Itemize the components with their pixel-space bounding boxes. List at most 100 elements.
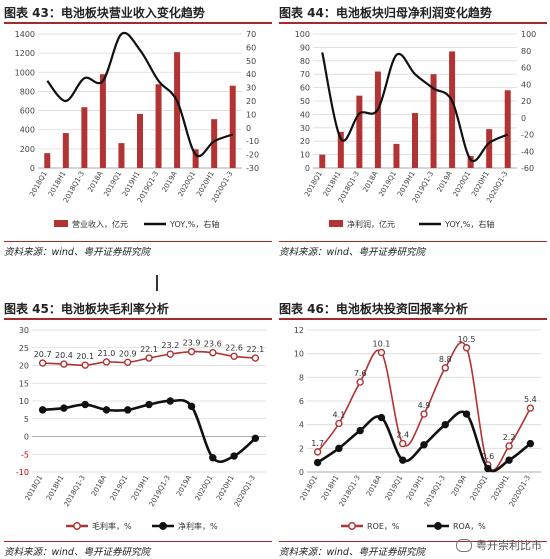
x-tick-label: 2019Q1 [384, 474, 405, 502]
text-cursor [156, 275, 158, 291]
title-rule [279, 318, 547, 320]
y-tick-label: 0 [305, 164, 310, 173]
bar [504, 90, 511, 168]
data-label: 4.9 [418, 401, 431, 410]
y2-tick-label: 70 [246, 30, 256, 39]
y-tick-label: 800 [20, 87, 35, 96]
data-point [209, 454, 217, 462]
y2-tick-label: 40 [521, 80, 531, 89]
y-tick-label: 200 [20, 145, 35, 154]
data-label: 2.2 [503, 433, 516, 442]
y-tick-label: 90 [300, 43, 310, 52]
series-line [46, 31, 234, 158]
data-point [81, 400, 89, 409]
y2-tick-label: -20 [521, 131, 534, 140]
legend-label: YOY,%，右轴 [444, 219, 494, 229]
bar [99, 74, 106, 168]
x-tick-label: 2019A [450, 474, 468, 498]
data-point [462, 410, 471, 418]
data-point [313, 448, 322, 456]
legend-label: 毛利率，% [92, 521, 132, 531]
data-label: 10.1 [373, 339, 391, 348]
y2-tick-label: 100 [521, 30, 536, 39]
source-rule [279, 541, 547, 542]
x-tick-label: 2020H1 [490, 474, 511, 502]
y-tick-label: 5 [24, 415, 29, 424]
data-point [377, 348, 386, 357]
chart-title: 图表 44：电池板块归母净利润变化趋势 [279, 6, 492, 20]
y-tick-label: 20 [300, 137, 310, 146]
x-tick-label: 2018H1 [45, 474, 66, 502]
bar [81, 107, 88, 168]
data-point [399, 456, 407, 464]
legend-label: ROA，% [453, 522, 486, 531]
y2-tick-label: 20 [246, 97, 256, 106]
y-tick-label: 10 [19, 397, 29, 406]
legend-label: YOY,%，右轴 [169, 219, 219, 229]
y2-tick-label: -20 [246, 151, 259, 160]
bar [449, 51, 456, 168]
y2-tick-label: -40 [521, 147, 534, 156]
y-tick-label: -5 [21, 450, 29, 459]
y-tick-label: 100 [295, 30, 310, 39]
revenue-chart: 0 200 400 600 800 1000 1200 1400 -30 -20 -10 0 10 20 3… [15, 30, 259, 229]
data-label: 22.1 [140, 345, 158, 354]
y-tick-label: 70 [300, 70, 310, 79]
y2-tick-label: 10 [246, 110, 256, 119]
wechat-icon [456, 538, 472, 552]
y-tick-label: 30 [300, 124, 310, 133]
y-tick-label: 30 [19, 326, 29, 335]
data-label: 8.8 [439, 355, 452, 364]
data-point [356, 378, 364, 386]
x-tick-label: 2019A [161, 170, 179, 194]
x-tick-label: 2020H1 [215, 474, 236, 502]
bar [137, 113, 143, 168]
data-point [102, 358, 111, 366]
y2-tick-label: 30 [246, 84, 256, 93]
x-tick-label: 2020Q1-3 [508, 474, 532, 508]
data-point [230, 452, 238, 460]
x-tick-label: 2018A [365, 474, 383, 498]
bar [393, 143, 400, 168]
y2-tick-label: -30 [246, 164, 259, 173]
y-tick-label: 10 [300, 151, 310, 160]
data-point [251, 354, 260, 362]
data-point [124, 358, 132, 367]
data-label: 22.1 [246, 345, 264, 354]
data-point [505, 456, 513, 464]
data-point [166, 350, 174, 358]
x-tick-label: 2018A [361, 170, 379, 194]
data-point [81, 361, 89, 369]
x-tick-label: 2019A [175, 474, 193, 498]
y2-tick-label: 50 [246, 57, 256, 66]
y2-tick-label: 60 [521, 64, 531, 73]
legend-label: 营业收入，亿元 [72, 219, 128, 229]
data-point [187, 347, 196, 356]
data-label: 20.7 [34, 350, 52, 359]
y2-tick-label: 60 [246, 43, 256, 52]
bar [467, 155, 474, 168]
y-tick-label: 40 [300, 110, 310, 119]
data-label: 2.4 [396, 431, 409, 440]
data-point [420, 410, 428, 418]
bar [174, 52, 181, 168]
bar [44, 153, 51, 168]
data-point [145, 400, 153, 409]
data-label: 20.1 [76, 352, 94, 361]
y2-tick-label: 40 [246, 70, 256, 79]
y-tick-label: 80 [300, 57, 310, 66]
data-point [441, 364, 449, 372]
data-point [209, 349, 217, 357]
data-label: 1.7 [311, 439, 324, 448]
y2-tick-label: 80 [521, 47, 531, 56]
data-label: 4.1 [333, 410, 346, 419]
x-tick-label: 2018H1 [320, 474, 341, 502]
y-tick-label: 60 [300, 84, 310, 93]
source-rule [279, 241, 547, 242]
y2-tick-label: 20 [521, 97, 531, 106]
source-note: 资料来源：wind、粤开证券研究院 [4, 547, 150, 558]
data-label: 23.6 [204, 340, 222, 349]
legend-label: 净利率，% [178, 521, 218, 531]
y-tick-label: 20 [19, 362, 29, 371]
